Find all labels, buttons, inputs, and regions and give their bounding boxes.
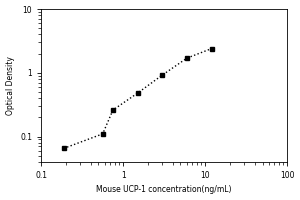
X-axis label: Mouse UCP-1 concentration(ng/mL): Mouse UCP-1 concentration(ng/mL): [96, 185, 232, 194]
Y-axis label: Optical Density: Optical Density: [6, 56, 15, 115]
